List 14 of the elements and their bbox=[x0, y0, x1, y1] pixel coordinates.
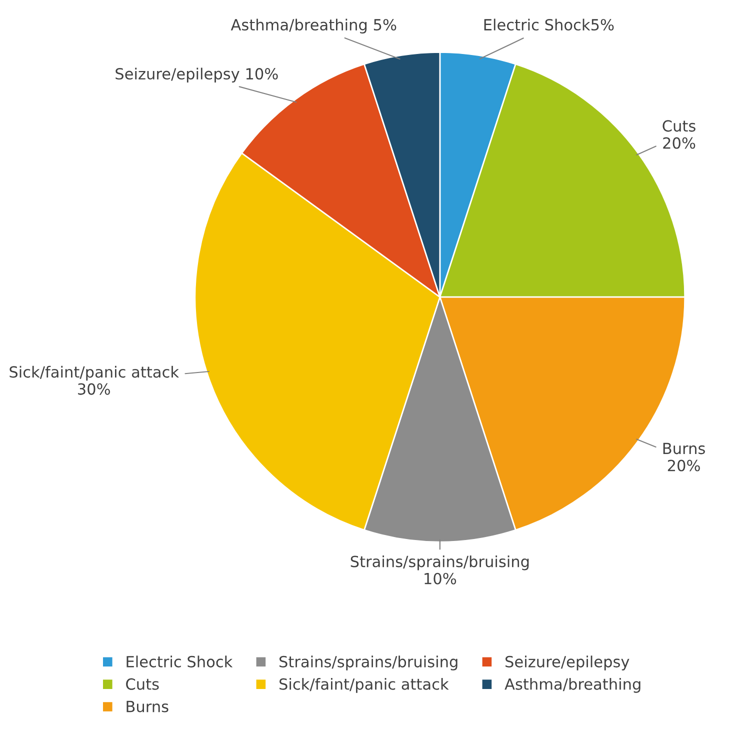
data-label: Strains/sprains/bruising 10% bbox=[350, 555, 529, 584]
data-label: Asthma/breathing 5% bbox=[230, 18, 396, 34]
data-label: Electric Shock5% bbox=[484, 18, 614, 31]
data-label: Burns 20% bbox=[663, 442, 705, 472]
legend-label: Cuts bbox=[126, 678, 159, 690]
legend-label: Electric Shock bbox=[126, 656, 233, 668]
legend-label: Seizure/epilepsy bbox=[506, 656, 630, 670]
legend-label: Strains/sprains/bruising bbox=[280, 656, 458, 670]
legend-label: Asthma/breathing bbox=[504, 678, 640, 693]
data-label: Seizure/epilepsy 10% bbox=[116, 68, 278, 83]
legend-label: Sick/faint/panic attack bbox=[280, 678, 449, 693]
data-label: Sick/faint/panic attack 30% bbox=[10, 366, 179, 395]
legend-label: Burns bbox=[126, 700, 168, 712]
data-label: Cuts 20% bbox=[662, 120, 696, 149]
